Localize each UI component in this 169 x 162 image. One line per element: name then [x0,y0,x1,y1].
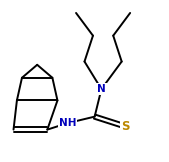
Text: NH: NH [59,118,76,128]
Text: N: N [97,84,106,94]
Text: S: S [121,120,129,133]
